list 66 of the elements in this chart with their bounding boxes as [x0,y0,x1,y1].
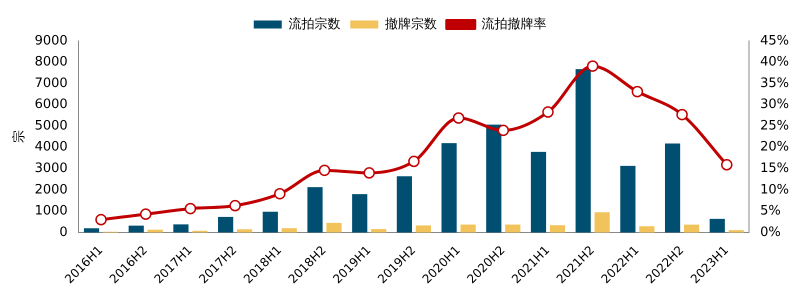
point [586,60,598,72]
y2-tick-label: 35% [760,76,790,91]
legend-label: 流拍宗数 [288,16,340,32]
y-tick-label: 1000 [34,204,68,219]
y2-tick-label: 10% [760,182,790,198]
y2-tick-label: 30% [760,97,790,112]
bar [396,176,412,232]
bar [639,226,654,232]
point [676,108,688,120]
bar [84,228,100,232]
y2-tick-label: 15% [760,161,790,176]
bar [576,69,591,232]
bar [128,226,144,232]
y2-tick-label: 45% [760,33,790,48]
bar [148,230,163,232]
y-tick-label: 4000 [34,140,68,155]
y-tick-label: 6000 [34,97,68,112]
point [318,164,330,176]
point [408,156,420,168]
y-tick-label: 0 [59,224,68,240]
bar [173,224,189,232]
bar [530,152,546,232]
bar [620,166,636,232]
bar [282,228,297,232]
legend-label: 撤牌宗数 [384,16,437,32]
y-tick-label: 2000 [34,182,68,198]
bar [416,225,431,232]
bar [371,229,386,232]
point [721,159,733,171]
bar [594,212,610,232]
y2-tick-label: 25% [760,118,790,134]
bar [710,218,725,232]
point [498,124,510,136]
legend-label: 流拍撤牌率 [481,16,546,32]
point [140,208,152,220]
y-tick-label: 3000 [34,161,68,176]
y-tick-label: 7000 [34,76,68,91]
bar [460,224,476,232]
point [274,188,286,200]
point [184,202,196,214]
bar [664,144,680,232]
point [95,214,107,226]
point [363,167,375,179]
bar [352,194,368,232]
bar [505,224,520,232]
bar [262,212,278,232]
y2-tick-label: 5% [760,204,781,219]
bar [486,124,502,232]
y-axis-title: 宗 [11,130,28,144]
bar [550,225,566,232]
point [632,86,644,98]
point [542,106,554,118]
bar [237,229,252,232]
bar [684,224,700,232]
y-tick-label: 9000 [34,33,68,48]
point [229,200,241,212]
y-tick-label: 5000 [34,118,68,134]
y2-tick-label: 0% [760,224,781,240]
bar [218,216,234,232]
bar [441,143,457,232]
bar [326,222,342,232]
y-tick-label: 8000 [34,54,68,70]
bar [307,187,323,232]
y2-tick-label: 20% [760,140,790,155]
y2-tick-label: 40% [760,54,790,70]
point [452,112,464,124]
